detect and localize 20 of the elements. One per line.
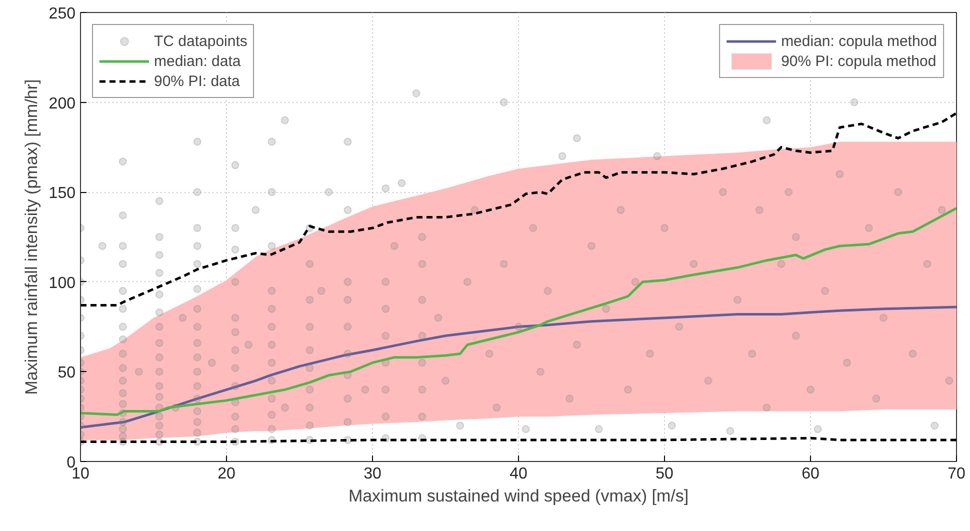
legend-label: TC datapoints [154,32,248,50]
legend-label: median: copula method [781,32,937,50]
x-tick-label: 40 [510,466,528,482]
y-tick-label: 50 [58,364,76,382]
x-tick-label: 70 [948,466,966,482]
legend-label: 90% PI: data [154,72,240,90]
line-series [80,306,956,429]
x-tick-label: 50 [656,466,674,482]
line-series [80,112,956,306]
x-tick-label: 60 [802,466,820,482]
x-tick-label: 20 [218,466,236,482]
y-axis-title: Maximum rainfall intensity (pmax) [mm/hr] [22,79,41,395]
legend-label: 90% PI: copula method [781,52,936,70]
y-tick-label: 250 [48,6,76,22]
y-tick-label: 100 [48,274,76,292]
legend-label: median: data [154,52,241,70]
x-axis-title: Maximum sustained wind speed (vmax) [m/s] [348,486,689,506]
x-tick-label: 30 [364,466,382,482]
y-tick-label: 200 [48,95,76,112]
y-tick-label: 150 [48,185,76,202]
